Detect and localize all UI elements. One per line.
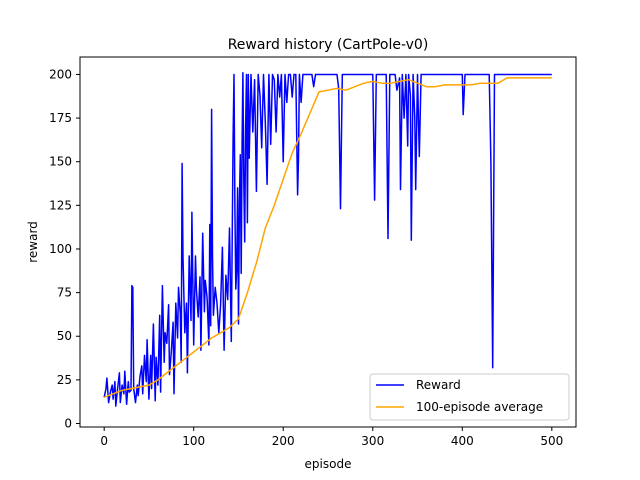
x-tick-label: 300 — [361, 434, 384, 448]
y-axis-title: reward — [26, 221, 40, 263]
x-tick-label: 400 — [451, 434, 474, 448]
y-tick-label: 200 — [49, 67, 72, 81]
y-tick-label: 175 — [49, 111, 72, 125]
y-tick-label: 75 — [57, 286, 72, 300]
y-tick-label: 125 — [49, 198, 72, 212]
x-axis-title: episode — [305, 457, 352, 471]
series-line-average — [103, 77, 552, 398]
series-layer — [103, 71, 552, 407]
y-tick-label: 50 — [57, 329, 72, 343]
x-tick-label: 500 — [540, 434, 563, 448]
y-tick-label: 25 — [57, 373, 72, 387]
legend-label-average: 100-episode average — [416, 400, 543, 414]
plot-frame — [79, 56, 577, 428]
y-axis: 0 25 50 75 100 125 150 175 200 — [49, 67, 80, 431]
x-axis: 0 100 200 300 400 500 — [100, 427, 563, 448]
y-tick-label: 100 — [49, 242, 72, 256]
y-tick-label: 150 — [49, 155, 72, 169]
y-tick-label: 0 — [64, 417, 72, 431]
x-tick-label: 200 — [272, 434, 295, 448]
legend: Reward 100-episode average — [369, 373, 570, 421]
x-tick-label: 100 — [182, 434, 205, 448]
chart-title: Reward history (CartPole-v0) — [228, 37, 429, 53]
legend-box — [369, 373, 570, 421]
legend-label-reward: Reward — [416, 378, 461, 392]
series-line-reward — [103, 71, 552, 407]
x-tick-label: 0 — [100, 434, 108, 448]
